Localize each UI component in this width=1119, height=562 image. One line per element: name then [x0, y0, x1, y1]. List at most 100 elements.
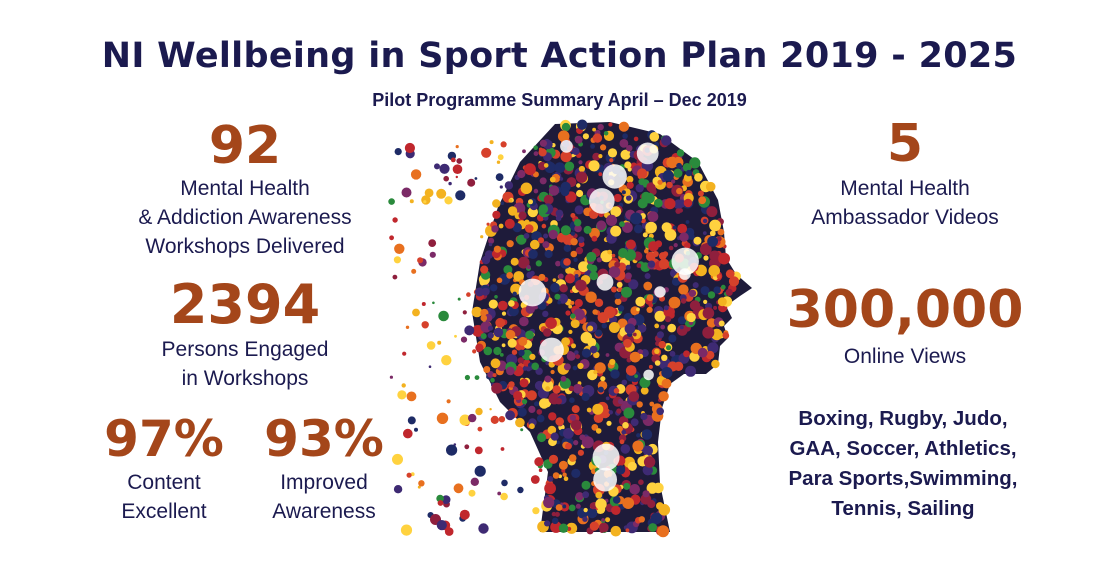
head-dot — [543, 233, 549, 239]
head-dot — [493, 346, 502, 356]
head-dot — [623, 482, 631, 490]
head-dot — [454, 334, 457, 338]
head-dot — [707, 342, 719, 354]
head-dot — [697, 347, 708, 358]
head-dot — [625, 239, 636, 250]
head-dot — [622, 422, 629, 429]
head-dot — [551, 511, 557, 517]
head-dot — [568, 304, 573, 309]
head-dot — [668, 334, 677, 343]
head-dot — [436, 412, 449, 424]
head-dot — [677, 316, 687, 325]
head-dot — [706, 350, 715, 360]
head-dot — [492, 373, 497, 378]
head-dot — [470, 477, 479, 486]
head-dot — [537, 433, 547, 443]
head-dot — [636, 263, 642, 268]
head-dot — [676, 325, 688, 336]
head-dot — [621, 429, 627, 435]
head-dot — [609, 358, 616, 366]
head-dot — [495, 173, 504, 181]
head-dot — [653, 198, 663, 208]
head-dot — [554, 511, 560, 517]
head-dot — [629, 351, 641, 363]
head-dot — [481, 147, 492, 158]
page-subtitle: Pilot Programme Summary April – Dec 2019 — [372, 90, 747, 110]
head-dot — [555, 504, 563, 511]
head-dot — [587, 325, 594, 332]
head-dot — [487, 325, 494, 331]
head-dot — [394, 148, 402, 156]
head-dot — [702, 218, 708, 224]
head-dot — [487, 332, 494, 339]
head-dot — [554, 162, 566, 173]
head-dot — [600, 376, 606, 382]
head-dot — [654, 348, 660, 354]
head-dot — [401, 383, 406, 388]
head-dot — [598, 522, 609, 533]
head-dot — [544, 375, 552, 383]
head-dot — [592, 152, 601, 161]
head-dot — [629, 484, 640, 495]
head-highlight — [679, 268, 691, 280]
dotted-head-profile-icon — [388, 119, 752, 538]
head-dot — [598, 172, 603, 177]
head-dot — [534, 401, 540, 407]
head-dot — [538, 273, 546, 281]
head-dot — [508, 198, 513, 203]
head-dot — [547, 476, 554, 482]
head-dot — [405, 325, 410, 329]
head-dot — [622, 133, 628, 139]
head-dot — [589, 227, 600, 239]
head-dot — [560, 187, 570, 197]
head-dot — [621, 379, 628, 386]
head-dot — [495, 317, 506, 328]
head-dot — [694, 173, 703, 182]
head-dot — [654, 323, 660, 329]
head-dot — [632, 440, 644, 452]
head-dot — [700, 286, 710, 296]
head-dot — [487, 371, 494, 378]
head-dot — [517, 256, 530, 269]
head-dot — [446, 399, 451, 404]
head-dot — [679, 232, 689, 242]
head-dot — [570, 238, 578, 246]
head-dot — [589, 271, 599, 281]
head-dot — [600, 144, 607, 151]
head-dot — [450, 157, 456, 163]
head-dot — [627, 461, 637, 471]
head-dot — [646, 182, 657, 193]
head-dot — [505, 329, 516, 340]
head-dot — [649, 132, 660, 142]
head-dot — [672, 225, 677, 230]
head-dot — [664, 198, 676, 210]
head-dot — [499, 353, 504, 357]
head-dot — [647, 211, 659, 222]
head-dot — [689, 300, 701, 311]
head-dot — [616, 465, 626, 475]
head-dot — [555, 398, 562, 405]
stat-persons: 2394 Persons Engaged in Workshops — [110, 278, 380, 393]
head-dot — [680, 298, 687, 304]
head-dot — [662, 251, 669, 257]
head-dot — [522, 399, 528, 405]
head-dot — [703, 255, 709, 261]
head-highlight — [589, 188, 615, 214]
head-highlight — [643, 369, 654, 381]
head-dot — [591, 235, 598, 242]
head-dot — [412, 308, 420, 317]
head-dot — [486, 222, 490, 226]
head-dot — [728, 276, 740, 287]
head-dot — [658, 391, 669, 402]
head-dot — [614, 298, 622, 305]
head-dot — [438, 310, 449, 322]
head-dot — [565, 442, 572, 450]
head-dot — [407, 416, 416, 425]
head-dot — [647, 260, 656, 268]
head-dot — [513, 390, 523, 401]
head-dot — [393, 485, 403, 494]
head-dot — [533, 151, 539, 156]
head-dot — [455, 175, 458, 179]
head-dot — [534, 457, 544, 467]
stat-persons-label-1: Persons Engaged — [161, 338, 329, 361]
